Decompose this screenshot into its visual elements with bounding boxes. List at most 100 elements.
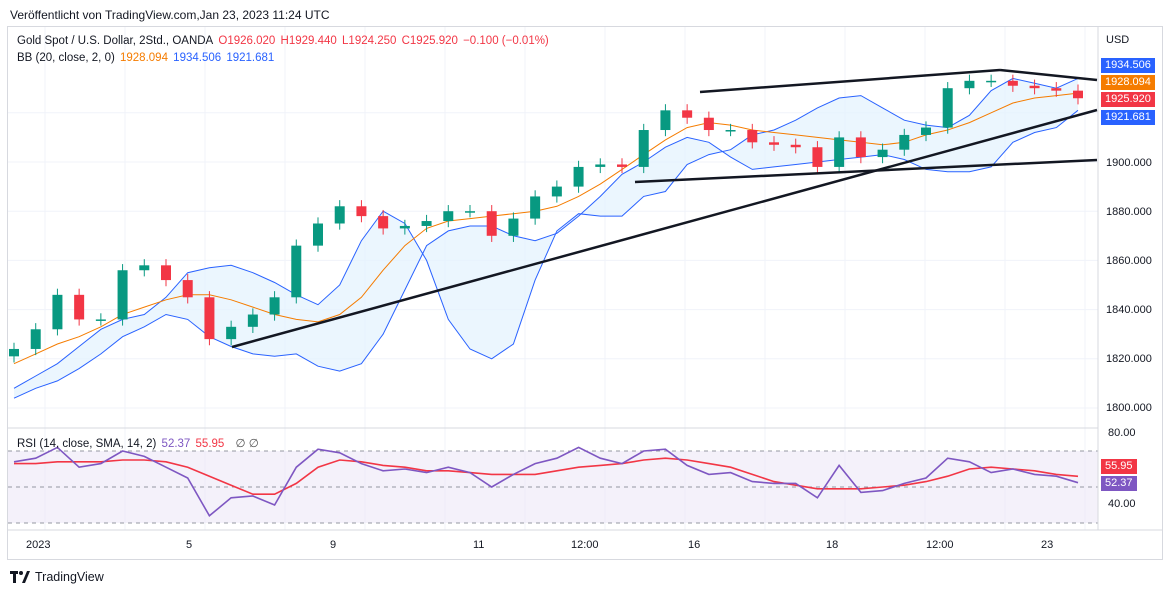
trend-line	[231, 108, 1098, 349]
candle-body	[95, 319, 106, 321]
price-tick: 1840.000	[1106, 304, 1152, 316]
rsi-ma-tag: 55.95	[1101, 459, 1137, 474]
candle-body	[617, 164, 627, 167]
candle-body	[30, 329, 41, 349]
candle-body	[986, 80, 997, 83]
candle-body	[1007, 80, 1018, 86]
bb-label[interactable]: BB (20, close, 2, 0)	[17, 52, 115, 64]
candle-body	[74, 294, 85, 320]
candle-body	[1029, 85, 1040, 89]
bb-upper-tag: 1934.506	[1101, 58, 1155, 73]
bb-upper-value: 1934.506	[173, 52, 222, 64]
candle-body	[486, 211, 497, 236]
time-label: 12:00	[926, 539, 954, 551]
candle-body	[812, 147, 823, 167]
candle-body	[703, 117, 714, 131]
hidden-plot-icons[interactable]: ∅ ∅	[235, 438, 259, 450]
trend-line	[634, 158, 1098, 184]
candle-body	[769, 142, 779, 145]
candle-body	[530, 196, 541, 219]
rsi-label[interactable]: RSI (14, close, SMA, 14, 2)	[17, 438, 157, 450]
candle-body	[247, 314, 258, 327]
candle-body	[682, 110, 693, 118]
candle-body	[573, 166, 584, 187]
rsi-pane	[8, 446, 1098, 524]
main-legend: Gold Spot / U.S. Dollar, 2Std., OANDA O1…	[17, 35, 551, 47]
candle-body	[921, 127, 931, 135]
candle-body	[443, 211, 454, 222]
candle-body	[182, 280, 193, 298]
candle-body	[378, 216, 389, 229]
candle-body	[855, 137, 866, 158]
candle-body	[161, 265, 171, 281]
rsi-value: 52.37	[161, 438, 191, 450]
candle-body	[725, 130, 736, 132]
bb-basis-tag: 1928.094	[1101, 75, 1155, 90]
candle-body	[899, 134, 910, 150]
time-label: 9	[330, 539, 337, 551]
rsi-legend: RSI (14, close, SMA, 14, 2) 52.37 55.95 …	[17, 436, 261, 450]
candle-body	[334, 206, 345, 224]
candle-body	[291, 245, 302, 298]
candle-body	[747, 130, 758, 143]
candle-body	[204, 297, 215, 340]
time-label: 11	[473, 539, 485, 551]
candle-body	[399, 225, 410, 229]
tradingview-logo-icon	[10, 571, 30, 583]
trend-line	[699, 68, 1001, 94]
currency-label[interactable]: USD	[1106, 34, 1130, 46]
candle-body	[877, 149, 888, 158]
candle-body	[551, 186, 562, 197]
price-tick: 1820.000	[1106, 353, 1152, 365]
time-label: 18	[826, 539, 839, 551]
candle-body	[226, 326, 237, 340]
tradingview-footer[interactable]: TradingView	[10, 570, 104, 584]
candle-body	[117, 270, 128, 320]
candle-body	[1073, 90, 1083, 99]
rsi-tag: 52.37	[1101, 476, 1137, 491]
rsi-line	[13, 446, 1079, 518]
bb-upper-line	[13, 77, 1079, 389]
candle-body	[942, 88, 953, 128]
chart-container[interactable]	[7, 26, 1163, 560]
price-tick: 1860.000	[1106, 255, 1152, 267]
candle-body	[356, 206, 367, 217]
candle-body	[964, 80, 975, 89]
brand-label: TradingView	[35, 570, 104, 584]
change-value: −0.100 (−0.01%)	[463, 35, 549, 47]
price-tick: 1800.000	[1106, 402, 1152, 414]
candle-body	[660, 110, 671, 131]
candle-body	[508, 218, 519, 236]
trend-lines	[231, 68, 1098, 349]
candle-body	[465, 211, 475, 213]
candle-body	[790, 144, 801, 148]
trend-line	[999, 68, 1098, 82]
time-label: 16	[688, 539, 701, 551]
bb-fill	[14, 78, 1078, 399]
time-label: 5	[186, 539, 193, 551]
bollinger-bands	[13, 77, 1079, 399]
candle-body	[9, 348, 19, 357]
bb-legend: BB (20, close, 2, 0) 1928.094 1934.506 1…	[17, 52, 276, 64]
price-tick: 1900.000	[1106, 157, 1152, 169]
time-label: 2023	[26, 539, 51, 551]
bb-basis-value: 1928.094	[120, 52, 168, 64]
rsi-tick: 80.00	[1108, 427, 1136, 439]
candle-body	[834, 137, 845, 167]
candle-body	[269, 297, 280, 315]
symbol-label[interactable]: Gold Spot / U.S. Dollar, 2Std., OANDA	[17, 35, 214, 47]
candle-body	[638, 130, 649, 167]
price-candles	[9, 74, 1083, 363]
candle-body	[139, 265, 150, 271]
candle-body	[421, 221, 432, 226]
close-value: C1925.920	[401, 35, 458, 47]
time-label: 12:00	[571, 539, 599, 551]
time-label: 23	[1041, 539, 1054, 551]
rsi-tick: 40.00	[1108, 498, 1136, 510]
rsi-ma-line	[14, 457, 1079, 495]
bb-lower-value: 1921.681	[226, 52, 275, 64]
candle-body	[1051, 88, 1062, 91]
candle-body	[313, 223, 323, 246]
open-value: O1926.020	[218, 35, 276, 47]
